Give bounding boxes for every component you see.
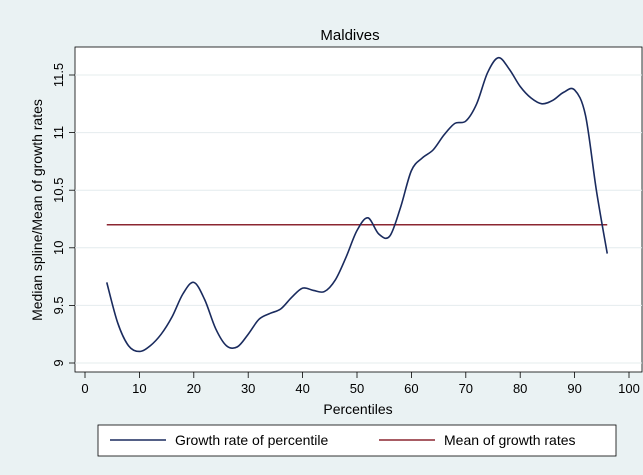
y-tick-label: 10 (51, 241, 66, 255)
x-tick-label: 40 (295, 381, 309, 396)
grid-lines (75, 74, 642, 364)
x-tick-label: 60 (404, 381, 418, 396)
x-tick-label: 10 (132, 381, 146, 396)
legend-box (97, 424, 617, 457)
legend-label-mean: Mean of growth rates (444, 432, 576, 448)
x-tick-label: 30 (241, 381, 255, 396)
x-axis-title: Percentiles (323, 401, 392, 417)
x-tick-label: 0 (81, 381, 88, 396)
legend-label-growth-rate: Growth rate of percentile (175, 432, 329, 448)
series-layer (105, 56, 609, 353)
y-tick-label: 9.5 (51, 296, 66, 314)
series-line-growth-rate-of-percentile (105, 56, 609, 353)
y-tick-label: 9 (51, 359, 66, 366)
x-tick-label: 90 (567, 381, 581, 396)
y-tick-label: 11.5 (51, 63, 66, 87)
y-tick-label: 10.5 (51, 178, 66, 203)
plot-area (74, 46, 643, 373)
x-tick-label: 70 (459, 381, 473, 396)
legend: Growth rate of percentile Mean of growth… (97, 424, 617, 457)
chart-title: Maldives (320, 27, 379, 44)
x-tick-label: 50 (350, 381, 364, 396)
y-axis-title: Median spline/Mean of growth rates (29, 99, 45, 321)
axes: 9 9.5 10 10.5 11 11.5 0 10 20 30 40 50 60 70 80 90 100 (51, 63, 640, 396)
x-tick-label: 20 (187, 381, 201, 396)
x-tick-label: 80 (513, 381, 527, 396)
y-tick-label: 11 (51, 126, 66, 140)
x-tick-label: 100 (618, 381, 640, 396)
